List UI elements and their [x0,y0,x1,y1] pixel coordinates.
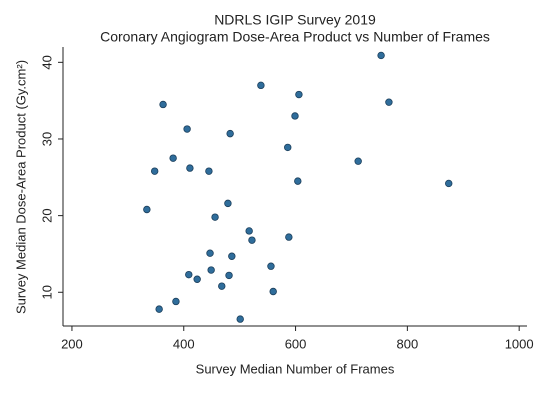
point [257,81,265,90]
point [285,233,293,241]
point [172,297,180,306]
point [224,199,232,208]
point [291,112,299,120]
x-axis-label: Survey Median Number of Frames [196,361,395,376]
point [155,305,163,313]
chart-title: NDRLS IGIP Survey 2019 [214,12,376,28]
x-tick-label: 1000 [505,336,534,351]
point [143,205,151,214]
point [169,154,177,162]
point [150,167,159,175]
x-tick-label: 400 [173,336,195,351]
y-tick-label: 20 [39,208,54,222]
point [267,262,275,270]
point [211,213,219,221]
point [207,266,215,274]
point [225,271,233,280]
point [185,270,193,279]
point [294,177,302,185]
point [228,252,236,260]
point [377,51,385,60]
point [193,275,201,283]
x-tick-label: 800 [397,336,419,351]
point [245,227,253,235]
chart-subtitle: Coronary Angiogram Dose-Area Product vs … [100,29,490,45]
point [248,236,256,244]
point [284,143,292,152]
y-axis-label: Survey Median Dose-Area Product (Gy.cm²) [13,60,28,314]
point [186,164,194,172]
point [236,315,244,323]
point [385,98,393,106]
point [269,287,277,296]
point [159,100,167,109]
point [183,125,191,133]
y-tick-label: 30 [39,132,54,146]
point [218,282,226,290]
point [226,129,234,138]
point [295,90,303,99]
x-tick-label: 600 [285,336,307,351]
point [206,249,214,257]
y-tick-label: 40 [39,55,54,69]
point [354,157,362,165]
point [445,179,453,188]
x-tick-label: 200 [61,336,83,351]
y-tick-label: 10 [39,285,54,299]
point [205,167,213,175]
